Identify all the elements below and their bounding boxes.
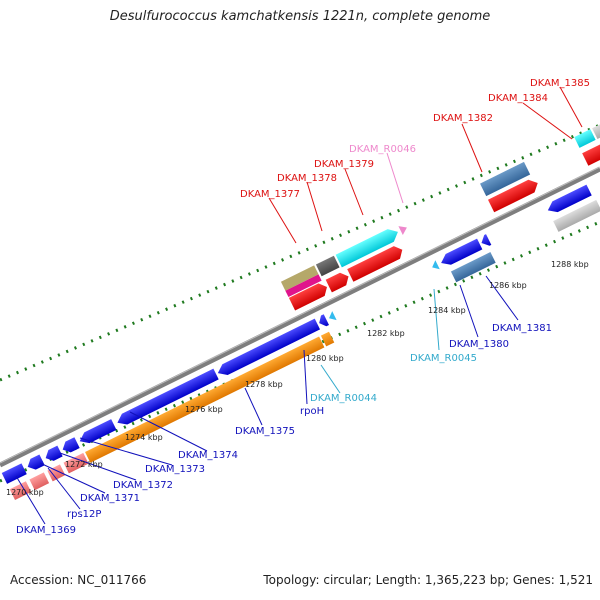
gene-orange-operon[interactable]: [85, 336, 325, 463]
label-dkam-1380[interactable]: DKAM_1380: [449, 339, 509, 350]
gene-dkam-r0046[interactable]: [398, 223, 409, 236]
gene-dkam-1372[interactable]: [60, 437, 80, 455]
gene-dkam-1380-tip[interactable]: [479, 234, 492, 248]
feature-track: [1, 117, 600, 500]
gene-rpoh[interactable]: [317, 314, 330, 328]
label-dkam-r0046[interactable]: DKAM_R0046: [349, 144, 416, 155]
label-dkam-1375[interactable]: DKAM_1375: [235, 426, 295, 437]
label-dkam-1384[interactable]: DKAM_1384: [488, 93, 548, 104]
label-dkam-1372[interactable]: DKAM_1372: [113, 480, 173, 491]
gene-dkam-1379-red[interactable]: [347, 244, 405, 282]
gene-dkam-1381[interactable]: [450, 252, 496, 283]
gene-grey-fwd[interactable]: [592, 117, 600, 140]
scale-label: 1278 kbp: [245, 380, 283, 389]
accession-text: Accession: NC_011766: [10, 573, 147, 587]
label-rps12p[interactable]: rps12P: [67, 509, 101, 520]
gene-salmon-1[interactable]: [9, 481, 32, 500]
scale-label: 1282 kbp: [367, 329, 405, 338]
scale-labels: 1270 kbp 1272 kbp 1274 kbp 1276 kbp 1278…: [6, 260, 589, 497]
gene-dkam-1377-red[interactable]: [288, 281, 330, 311]
gene-dkam-1385[interactable]: [574, 129, 596, 148]
scale-label: 1270 kbp: [6, 488, 44, 497]
gene-dkam-r0045[interactable]: [430, 260, 440, 272]
gene-dkam-1379[interactable]: [335, 226, 401, 268]
scale-label: 1284 kbp: [428, 306, 466, 315]
label-dkam-r0045[interactable]: DKAM_R0045: [410, 353, 477, 364]
gene-dkam-1378[interactable]: [315, 255, 340, 277]
scale-label: 1280 kbp: [306, 354, 344, 363]
label-dkam-r0044[interactable]: DKAM_R0044: [310, 393, 377, 404]
genome-backbone: [0, 166, 600, 468]
label-dkam-1381[interactable]: DKAM_1381: [492, 323, 552, 334]
map-title: Desulfurococcus kamchatkensis 1221n, com…: [109, 9, 491, 24]
gene-dkam-1377[interactable]: [280, 265, 319, 291]
label-dkam-1373[interactable]: DKAM_1373: [145, 464, 205, 475]
scale-label: 1272 kbp: [65, 460, 103, 469]
scale-label: 1286 kbp: [489, 281, 527, 290]
label-dkam-1369[interactable]: DKAM_1369: [16, 525, 76, 536]
scale-label: 1288 kbp: [551, 260, 589, 269]
label-dkam-1379[interactable]: DKAM_1379: [314, 159, 374, 170]
gene-labels: DKAM_1385 DKAM_1384 DKAM_1382 DKAM_R0046…: [16, 78, 590, 536]
label-dkam-1382[interactable]: DKAM_1382: [433, 113, 493, 124]
gene-blue-far[interactable]: [545, 184, 592, 216]
gene-rps12p[interactable]: [25, 454, 45, 472]
gene-dkam-r0044[interactable]: [327, 311, 337, 323]
leader-lines: [15, 86, 583, 525]
label-dkam-1378[interactable]: DKAM_1378: [277, 173, 337, 184]
label-dkam-1371[interactable]: DKAM_1371: [80, 493, 140, 504]
outer-tick-track: [0, 123, 600, 382]
gene-dkam-1369[interactable]: [1, 463, 27, 484]
gene-dkam-1374[interactable]: [115, 368, 219, 428]
label-dkam-1377[interactable]: DKAM_1377: [240, 189, 300, 200]
gene-grey-rev[interactable]: [553, 199, 600, 232]
gene-salmon-2[interactable]: [29, 472, 50, 491]
gene-dkam-1382[interactable]: [480, 161, 531, 197]
gene-salmon-4[interactable]: [63, 452, 89, 474]
gene-dkam-1371[interactable]: [43, 445, 63, 464]
scale-label: 1274 kbp: [125, 433, 163, 442]
gene-dkam-1373[interactable]: [77, 419, 117, 447]
gene-dkam-1375[interactable]: [215, 318, 321, 379]
gene-dkam-1382-red[interactable]: [487, 177, 541, 213]
gene-dkam-1384-red[interactable]: [582, 142, 600, 166]
label-rpoh[interactable]: rpoH: [300, 406, 324, 417]
gene-orange-end[interactable]: [320, 331, 335, 347]
gene-dkam-1380[interactable]: [438, 238, 483, 269]
label-dkam-1374[interactable]: DKAM_1374: [178, 450, 238, 461]
label-dkam-1385[interactable]: DKAM_1385: [530, 78, 590, 89]
scale-label: 1276 kbp: [185, 405, 223, 414]
genome-backbone-highlight: [0, 166, 600, 464]
topology-text: Topology: circular; Length: 1,365,223 bp…: [263, 573, 593, 587]
gene-dkam-1378-red[interactable]: [325, 270, 352, 293]
gene-dkam-1377-b[interactable]: [285, 274, 322, 298]
